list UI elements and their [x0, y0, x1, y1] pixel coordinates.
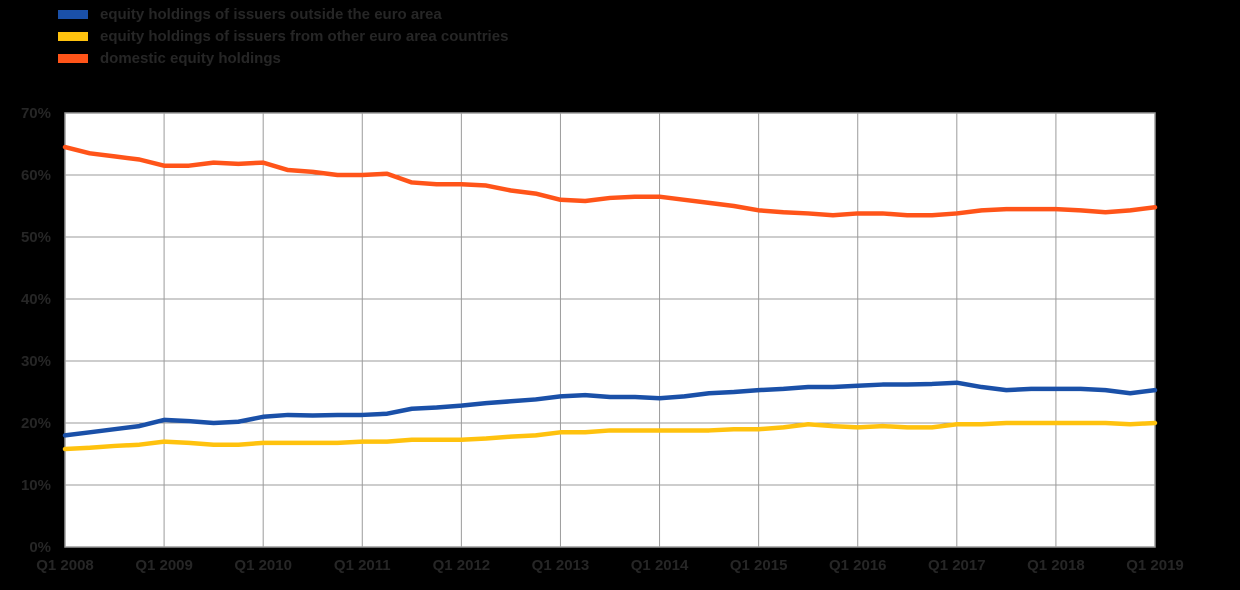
y-tick-label: 0% — [29, 539, 51, 556]
legend-item[interactable]: equity holdings of issuers outside the e… — [58, 6, 508, 23]
x-tick-label: Q1 2015 — [730, 557, 788, 574]
legend-item[interactable]: domestic equity holdings — [58, 50, 508, 67]
x-tick-label: Q1 2008 — [36, 557, 94, 574]
y-tick-label: 20% — [21, 415, 51, 432]
plot-border — [64, 112, 1156, 548]
x-tick-label: Q1 2010 — [234, 557, 292, 574]
legend-label: equity holdings of issuers from other eu… — [100, 28, 509, 45]
x-tick-label: Q1 2013 — [532, 557, 590, 574]
x-tick-label: Q1 2019 — [1126, 557, 1184, 574]
chart-legend: equity holdings of issuers outside the e… — [58, 6, 508, 67]
legend-label: domestic equity holdings — [100, 50, 281, 67]
series-line-0 — [62, 380, 1158, 438]
x-tick-label: Q1 2011 — [334, 557, 391, 574]
series-line-1 — [62, 420, 1158, 452]
x-tick-label: Q1 2017 — [928, 557, 986, 574]
y-tick-label: 40% — [21, 291, 51, 308]
x-tick-label: Q1 2016 — [829, 557, 887, 574]
y-tick-label: 70% — [21, 105, 51, 122]
x-tick-label: Q1 2018 — [1027, 557, 1085, 574]
y-tick-label: 30% — [21, 353, 51, 370]
series-line-2 — [62, 144, 1158, 218]
legend-label: equity holdings of issuers outside the e… — [100, 6, 442, 23]
legend-swatch — [58, 10, 88, 19]
legend-swatch — [58, 32, 88, 41]
x-tick-label: Q1 2009 — [135, 557, 193, 574]
x-tick-label: Q1 2012 — [433, 557, 491, 574]
x-tick-label: Q1 2014 — [631, 557, 689, 574]
y-tick-label: 50% — [21, 229, 51, 246]
plot-area — [65, 113, 1155, 547]
y-tick-label: 60% — [21, 167, 51, 184]
y-tick-label: 10% — [21, 477, 51, 494]
legend-swatch — [58, 54, 88, 63]
legend-item[interactable]: equity holdings of issuers from other eu… — [58, 28, 508, 45]
